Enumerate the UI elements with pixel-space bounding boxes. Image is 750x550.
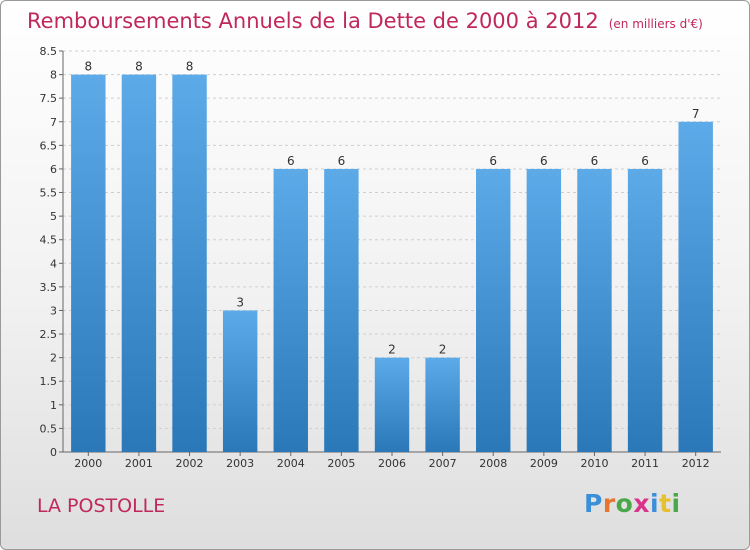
bar [678, 121, 713, 452]
bar [374, 357, 410, 452]
value-labels: 8 8 8 3 6 6 2 2 6 6 6 6 7 [84, 60, 699, 357]
y-tick-label: 0.5 [40, 422, 58, 435]
y-tick-label: 7.5 [40, 92, 58, 105]
y-tick-label: 8.5 [40, 45, 58, 58]
y-tick-label: 3 [50, 304, 57, 317]
bar [172, 74, 207, 453]
x-tick-label: 2012 [682, 457, 710, 470]
x-tick-label: 2009 [530, 457, 558, 470]
bar [121, 74, 157, 453]
y-tick-label: 2.5 [40, 328, 58, 341]
value-label: 3 [236, 295, 244, 309]
logo-letter: x [633, 489, 650, 518]
y-tick-label: 1 [50, 399, 57, 412]
bar [324, 168, 359, 453]
x-tick-label: 2004 [277, 457, 305, 470]
bar [71, 74, 106, 453]
chart-title: Remboursements Annuels de la Dette de 20… [27, 9, 703, 33]
y-tick-label: 6 [50, 163, 57, 176]
x-tick-label: 2002 [176, 457, 204, 470]
chart-unit: (en milliers d'€) [608, 17, 703, 31]
x-tick-label: 2008 [479, 457, 507, 470]
value-label: 8 [186, 60, 194, 74]
value-label: 6 [338, 154, 346, 168]
bar [476, 168, 511, 453]
y-tick-label: 4 [50, 257, 57, 270]
bar [627, 168, 663, 453]
bars [71, 74, 713, 453]
y-tick-label: 6.5 [40, 139, 58, 152]
x-tick-label: 2003 [226, 457, 254, 470]
x-tick-label: 2001 [125, 457, 153, 470]
value-label: 6 [287, 154, 295, 168]
bar [222, 310, 258, 452]
value-label: 6 [540, 154, 548, 168]
value-label: 8 [135, 60, 143, 74]
y-tick-label: 5.5 [40, 187, 58, 200]
y-tick-label: 8 [50, 69, 57, 82]
y-tick-label: 0 [50, 446, 57, 459]
value-label: 8 [84, 60, 92, 74]
value-label: 7 [692, 107, 700, 121]
logo-letter: i [671, 489, 681, 518]
logo-letter: r [602, 489, 616, 518]
x-tick-label: 2005 [327, 457, 355, 470]
y-tick-label: 1.5 [40, 375, 58, 388]
bar [273, 168, 308, 453]
y-tick-label: 7 [50, 116, 57, 129]
value-label: 2 [439, 343, 447, 357]
bar [526, 168, 562, 453]
logo-letter: i [650, 489, 660, 518]
y-tick-labels: 0 0.5 1 1.5 2 2.5 3 3.5 4 4.5 5 5.5 6 6.5 7 7.5 8 8.5 [40, 45, 58, 459]
x-tick-label: 2007 [429, 457, 457, 470]
value-label: 6 [641, 154, 649, 168]
y-tick-label: 2 [50, 352, 57, 365]
x-tick-label: 2006 [378, 457, 406, 470]
x-tick-label: 2010 [580, 457, 608, 470]
commune-name: LA POSTOLLE [37, 495, 166, 517]
value-label: 2 [388, 343, 396, 357]
x-tick-labels: 2000 2001 2002 2003 2004 2005 2006 2007 2008 2009… [74, 452, 710, 470]
value-label: 6 [489, 154, 497, 168]
proxiti-logo[interactable]: Proxiti [584, 489, 681, 518]
logo-letter: t [659, 489, 672, 518]
bar [577, 168, 612, 453]
x-tick-label: 2011 [631, 457, 659, 470]
logo-letter: o [615, 489, 634, 518]
logo-letter: P [584, 489, 603, 518]
value-label: 6 [591, 154, 599, 168]
bar [425, 357, 460, 452]
y-tick-label: 4.5 [40, 234, 58, 247]
y-tick-label: 3.5 [40, 281, 58, 294]
y-tick-label: 5 [50, 210, 57, 223]
chart-title-text: Remboursements Annuels de la Dette de 20… [27, 9, 599, 33]
x-tick-label: 2000 [74, 457, 102, 470]
